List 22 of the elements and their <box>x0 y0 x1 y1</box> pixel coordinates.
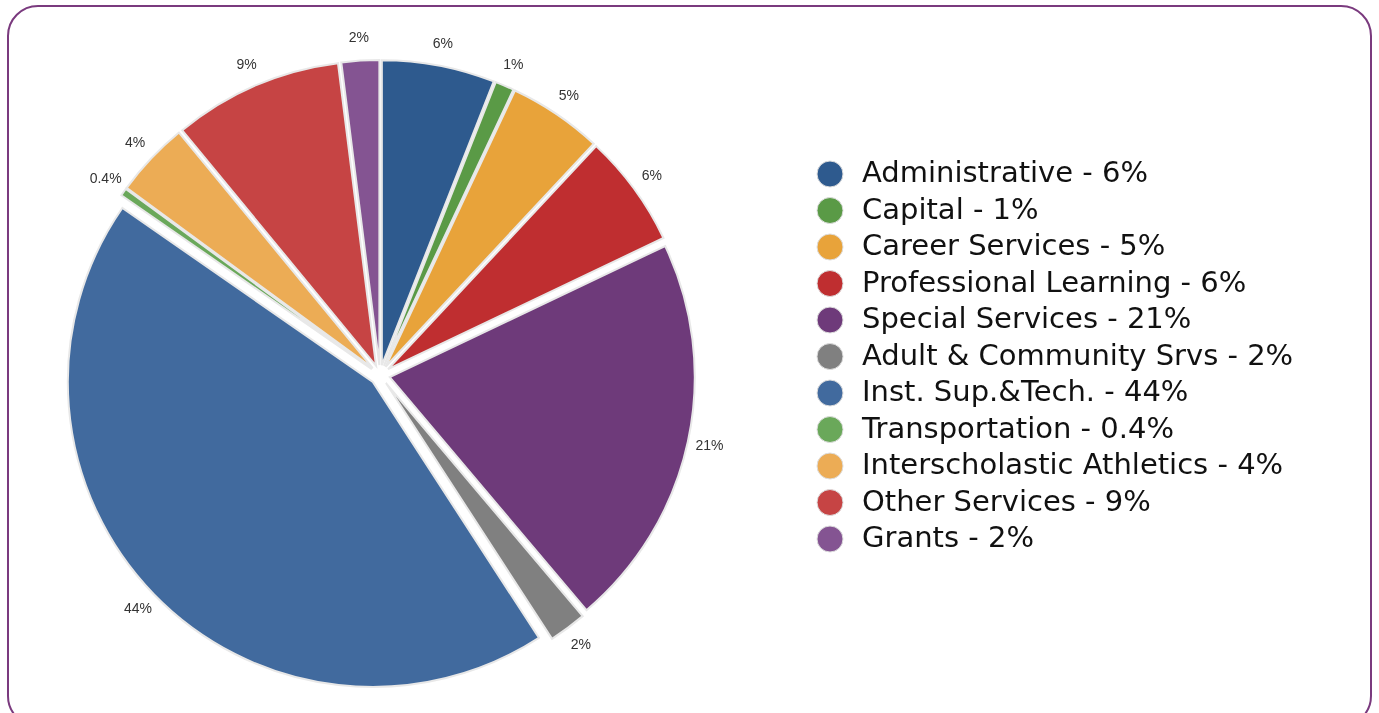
data-label: 0.4% <box>89 170 122 187</box>
legend-label: Administrative - 6% <box>862 155 1148 189</box>
legend-label: Adult & Community Srvs - 2% <box>862 337 1294 372</box>
data-label: 6% <box>432 34 454 51</box>
data-label: 1% <box>503 56 524 73</box>
legend-label: Professional Learning - 6% <box>862 264 1247 299</box>
legend-label: Interscholastic Athletics - 4% <box>862 447 1284 481</box>
legend-label: Inst. Sup.&Tech. - 44% <box>862 374 1189 408</box>
legend-label: Capital - 1% <box>862 191 1039 226</box>
legend-label: Other Services - 9% <box>862 483 1151 518</box>
legend-label: Career Services - 5% <box>862 228 1166 262</box>
data-label: 21% <box>695 436 724 453</box>
data-label: 2% <box>348 29 370 46</box>
data-label: 4% <box>124 134 146 151</box>
data-label: 5% <box>558 86 579 103</box>
data-label: 6% <box>641 166 663 183</box>
data-label: 44% <box>123 600 153 617</box>
data-label: 9% <box>236 56 257 73</box>
legend-label: Special Services - 21% <box>862 301 1192 335</box>
legend-label: Transportation - 0.4% <box>861 410 1174 445</box>
data-label: 2% <box>570 636 591 653</box>
legend-label: Grants - 2% <box>862 520 1034 554</box>
